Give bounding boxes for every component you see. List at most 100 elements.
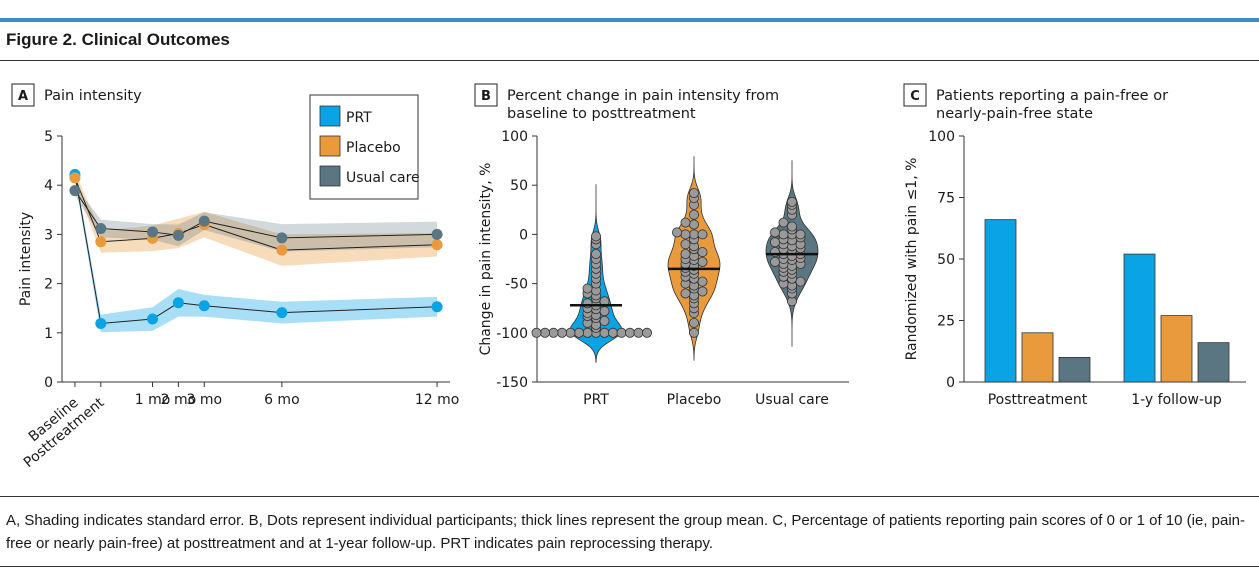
panel-b-point: [697, 286, 708, 297]
panel-a-point: [431, 239, 443, 251]
panel-a-y-tick-label: 4: [44, 178, 53, 194]
panel-a-se-band: [74, 169, 438, 333]
panel-b-point: [548, 327, 559, 338]
panel-b-point: [633, 327, 644, 338]
panel-c-bar: [1160, 315, 1193, 383]
panel-b-y-tick-label: -100: [496, 326, 528, 342]
panel-a-y-tick-label: 5: [44, 129, 53, 145]
panel-b-point: [616, 327, 627, 338]
panel-b-point: [697, 256, 708, 267]
panel-b-point: [770, 247, 781, 258]
panel-b-point: [689, 327, 700, 338]
panel-a-point: [172, 297, 184, 309]
panel-b-point: [540, 327, 551, 338]
panel-c-bar: [1058, 356, 1091, 383]
panel-a-se-band: [74, 171, 438, 266]
panel-b-point: [565, 327, 576, 338]
panel-b-point: [608, 327, 619, 338]
panel-c-x-tick-label: Posttreatment: [988, 392, 1088, 408]
panel-c-bar: [1021, 332, 1054, 383]
panel-b-point: [689, 317, 700, 328]
panel-a-point: [431, 228, 443, 240]
panel-a-point: [276, 244, 288, 256]
panel-a-x-tick-label: 12 mo: [415, 392, 459, 408]
panel-c-label-box: [903, 83, 927, 107]
panel-b-y-tick-label: 0: [519, 227, 528, 243]
panel-a-x-tick-label: 3 mo: [186, 392, 222, 408]
panel-c-y-tick-label: 0: [946, 375, 955, 391]
panel-a-point: [198, 215, 210, 227]
panel-a-point: [431, 301, 443, 313]
figure-caption: A, Shading indicates standard error. B, …: [6, 512, 1246, 552]
panel-a-y-axis-label: Pain intensity: [18, 212, 34, 306]
caption-rule-bottom: [0, 566, 1259, 567]
panel-b-point: [680, 288, 691, 299]
figure-chart: A Pain intensity012345BaselinePosttreatme…: [11, 83, 1246, 471]
panel-a-x-tick-label: 1 mo: [135, 392, 171, 408]
panel-b-point: [642, 327, 653, 338]
panel-a-y-tick-label: 1: [44, 326, 53, 342]
panel-b-y-tick-label: 50: [510, 178, 528, 194]
panel-a-point: [69, 185, 81, 197]
panel-b-point: [770, 256, 781, 267]
panel-a-point: [198, 300, 210, 312]
panel-b-title-line: Percent change in pain intensity from: [507, 88, 779, 104]
panel-c-x-tick-label: 1-y follow-up: [1131, 392, 1222, 408]
panel-c-title-line: nearly-pain-free state: [936, 106, 1093, 122]
panel-b-y-tick-label: 100: [501, 129, 528, 145]
panel-c-y-tick-label: 100: [928, 129, 955, 145]
panel-a-point: [95, 222, 107, 234]
panel-a-legend-swatch: [319, 135, 341, 157]
panel-c-y-tick-label: 25: [937, 314, 955, 330]
panel-a-point: [95, 317, 107, 329]
panel-b-point: [778, 229, 789, 240]
panel-c-y-axis-label: Randomized with pain ≤1, %: [904, 158, 920, 361]
panel-a-se-band: [74, 185, 438, 252]
panel-c-bar: [1197, 342, 1230, 383]
panel-a-y-tick-label: 3: [44, 227, 53, 243]
panel-a-x-tick-label: 2 mo: [161, 392, 197, 408]
panel-b-label-letter: B: [481, 89, 491, 104]
panel-b-point: [625, 327, 636, 338]
panel-b-y-tick-label: -50: [505, 277, 528, 293]
panel-b-y-tick-label: -150: [496, 375, 528, 391]
panel-b-point: [778, 217, 789, 228]
panel-c-label-letter: C: [910, 89, 920, 104]
panel-a-point: [276, 232, 288, 244]
caption-rule-top: [0, 496, 1259, 497]
panel-b-point: [689, 188, 700, 199]
panel-a-title-line: Pain intensity: [44, 88, 142, 104]
panel-a-y-tick-label: 0: [44, 375, 53, 391]
panel-b-x-tick-label: PRT: [583, 392, 609, 408]
panel-a-point: [69, 172, 81, 184]
panel-b-point: [531, 327, 542, 338]
panel-a-legend-label: Usual care: [346, 170, 420, 186]
panel-c-y-tick-label: 50: [937, 252, 955, 268]
panel-b-point: [770, 237, 781, 248]
panel-b-point: [582, 327, 593, 338]
panel-b-title-line: baseline to posttreatment: [507, 106, 696, 122]
panel-a-point: [172, 229, 184, 241]
panel-b-point: [689, 229, 700, 240]
panel-b-point: [591, 249, 602, 260]
panel-b-point: [697, 229, 708, 240]
panel-b-x-tick-label: Usual care: [755, 392, 829, 408]
title-rule: [0, 60, 1259, 61]
panel-a-point: [276, 307, 288, 319]
panel-a-legend-label: Placebo: [346, 140, 401, 156]
panel-a-legend-swatch: [319, 105, 341, 127]
panel-b-point: [697, 247, 708, 258]
panel-b-x-tick-label: Placebo: [667, 392, 722, 408]
panel-b-point: [672, 227, 683, 238]
panel-b-point: [582, 283, 593, 294]
panel-c-bar: [1123, 253, 1156, 383]
panel-a-y-tick-label: 2: [44, 277, 53, 293]
panel-a-label-letter: A: [18, 89, 28, 104]
panel-b-point: [680, 229, 691, 240]
panel-b-y-axis-label: Change in pain intensity, %: [478, 163, 494, 356]
panel-c-title-line: Patients reporting a pain-free or: [936, 88, 1168, 104]
panel-c-bar: [984, 219, 1017, 383]
panel-b-point: [787, 196, 798, 207]
panel-b-point: [680, 217, 691, 228]
panel-b-point: [582, 298, 593, 309]
